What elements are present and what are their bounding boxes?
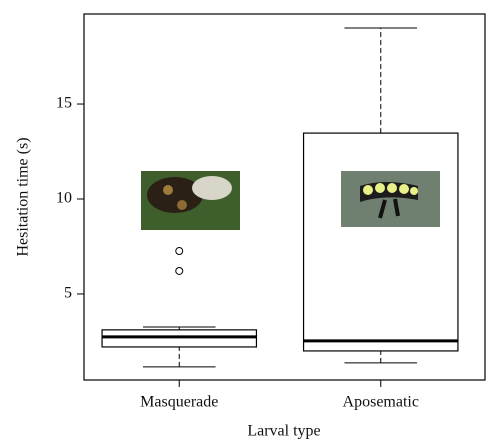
x-tick-label: Aposematic [343,394,419,411]
aposematic-photo [341,171,440,227]
outlier [176,267,183,274]
x-tick-label: Masquerade [140,394,218,411]
chart: Larval type Hesitation time (s) 5 10 15 Mas… [0,0,495,441]
box [304,133,458,351]
y-tick-label: 10 [56,190,72,207]
masquerade-photo [141,171,240,230]
outlier [176,248,183,255]
y-axis-label: Hesitation time (s) [15,137,32,256]
box [102,330,256,347]
x-axis-label: Larval type [247,423,320,440]
y-tick-label: 15 [56,95,72,112]
y-tick-label: 5 [64,285,72,302]
